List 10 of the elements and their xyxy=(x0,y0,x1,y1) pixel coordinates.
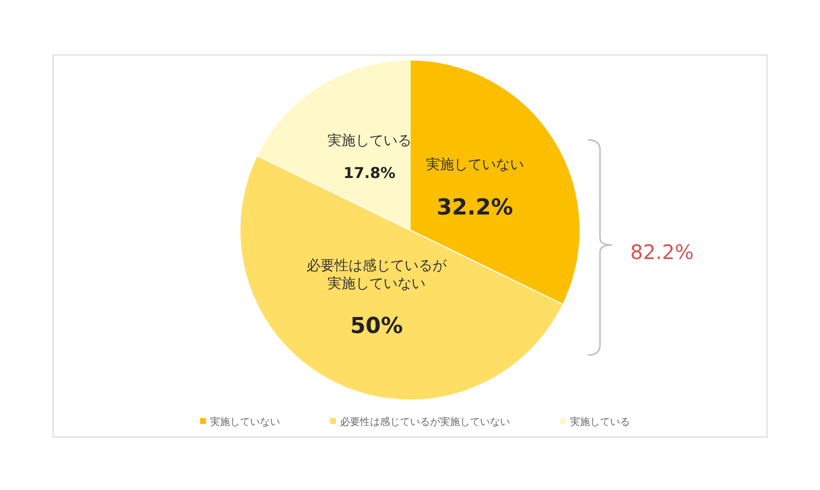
slice-label: 実施している xyxy=(326,132,412,150)
data-label: 32.2% xyxy=(436,195,514,220)
legend-label: 必要性は感じているが実施していない xyxy=(340,416,510,428)
slice-label: 必要性は感じているが実施していない xyxy=(306,256,448,293)
slice-label: 実施していない xyxy=(424,156,525,174)
legend-label: 実施していない xyxy=(210,416,280,428)
legend-label: 実施している xyxy=(570,416,630,428)
data-label: 17.8% xyxy=(343,164,396,182)
text: 82.2% xyxy=(630,240,694,264)
data-label: 50% xyxy=(350,314,403,339)
